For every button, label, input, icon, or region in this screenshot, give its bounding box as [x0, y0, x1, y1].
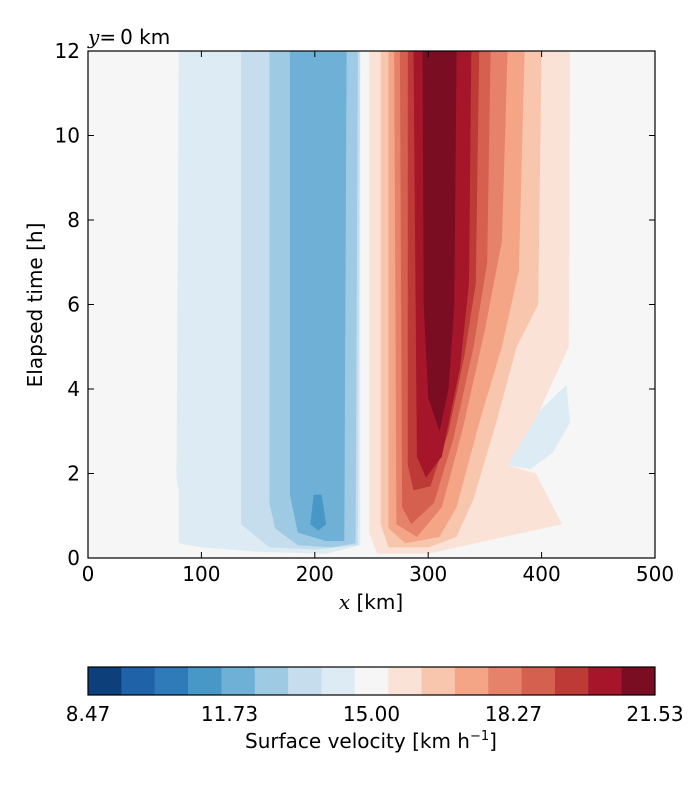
colorbar-swatch — [188, 667, 222, 695]
colorbar-label: Surface velocity [km h−1] — [245, 729, 497, 753]
colorbar-tick-label: 18.27 — [485, 702, 542, 726]
x-tick-label: 500 — [636, 562, 674, 586]
colorbar-label-main: Surface velocity [km h — [245, 729, 470, 753]
colorbar-tick-label: 15.00 — [343, 702, 400, 726]
x-tick-label: 400 — [523, 562, 561, 586]
y-tick-label: 12 — [55, 39, 80, 63]
colorbar-tick-label: 8.47 — [66, 702, 111, 726]
colorbar-swatch — [321, 667, 356, 695]
colorbar-swatch — [588, 667, 623, 695]
x-tick-label: 0 — [82, 562, 95, 586]
y-tick-label: 6 — [67, 293, 80, 317]
contour-field — [88, 51, 655, 558]
y-tick-label: 2 — [67, 462, 80, 486]
y-tick-label: 10 — [55, 124, 80, 148]
colorbar-swatch — [554, 667, 589, 695]
colorbar-swatch — [621, 667, 656, 695]
colorbar-ticks: 8.47 11.73 15.00 18.27 21.53 — [66, 702, 684, 726]
colorbar-swatch — [488, 667, 522, 695]
colorbar-swatch — [354, 667, 389, 695]
y-tick-label: 0 — [67, 546, 80, 570]
colorbar-swatch — [154, 667, 189, 695]
colorbar-swatch — [421, 667, 456, 695]
colorbar-swatch — [388, 667, 422, 695]
colorbar-label-end: ] — [489, 729, 497, 753]
x-axis-label: x [km] — [339, 590, 403, 614]
contour-region-level-4 — [289, 51, 347, 542]
subtitle-value: 0 km — [120, 25, 170, 49]
chart-subtitle: y= 0 km — [87, 25, 170, 49]
colorbar-label-exponent: −1 — [470, 729, 489, 744]
colorbar-tick-label: 11.73 — [201, 702, 258, 726]
colorbar — [88, 667, 656, 695]
y-axis-label: Elapsed time [h] — [23, 223, 47, 388]
subtitle-equals: = — [99, 25, 116, 49]
colorbar-swatch — [221, 667, 256, 695]
x-tick-label: 200 — [296, 562, 334, 586]
colorbar-frame — [87, 666, 656, 696]
contour-region-level-16 — [422, 51, 457, 432]
colorbar-swatch — [121, 667, 156, 695]
colorbar-swatch — [454, 667, 489, 695]
x-tick-label: 100 — [182, 562, 220, 586]
x-axis-ticks: 0 100 200 300 400 500 — [82, 51, 674, 586]
x-tick-label: 300 — [409, 562, 447, 586]
x-axis-variable: x — [339, 590, 350, 614]
y-tick-label: 4 — [67, 377, 80, 401]
colorbar-tick-label: 21.53 — [626, 702, 683, 726]
colorbar-swatch — [88, 667, 122, 695]
colorbar-swatch — [521, 667, 556, 695]
colorbar-swatch — [254, 667, 289, 695]
colorbar-swatch — [288, 667, 322, 695]
x-axis-unit: [km] — [350, 590, 403, 614]
contour-region-level-7 — [507, 384, 570, 470]
contour-region-level-3 — [310, 494, 327, 531]
y-tick-label: 8 — [67, 208, 80, 232]
subtitle-variable: y — [87, 25, 100, 49]
y-axis-ticks: 0 2 4 6 8 10 12 — [55, 39, 655, 570]
